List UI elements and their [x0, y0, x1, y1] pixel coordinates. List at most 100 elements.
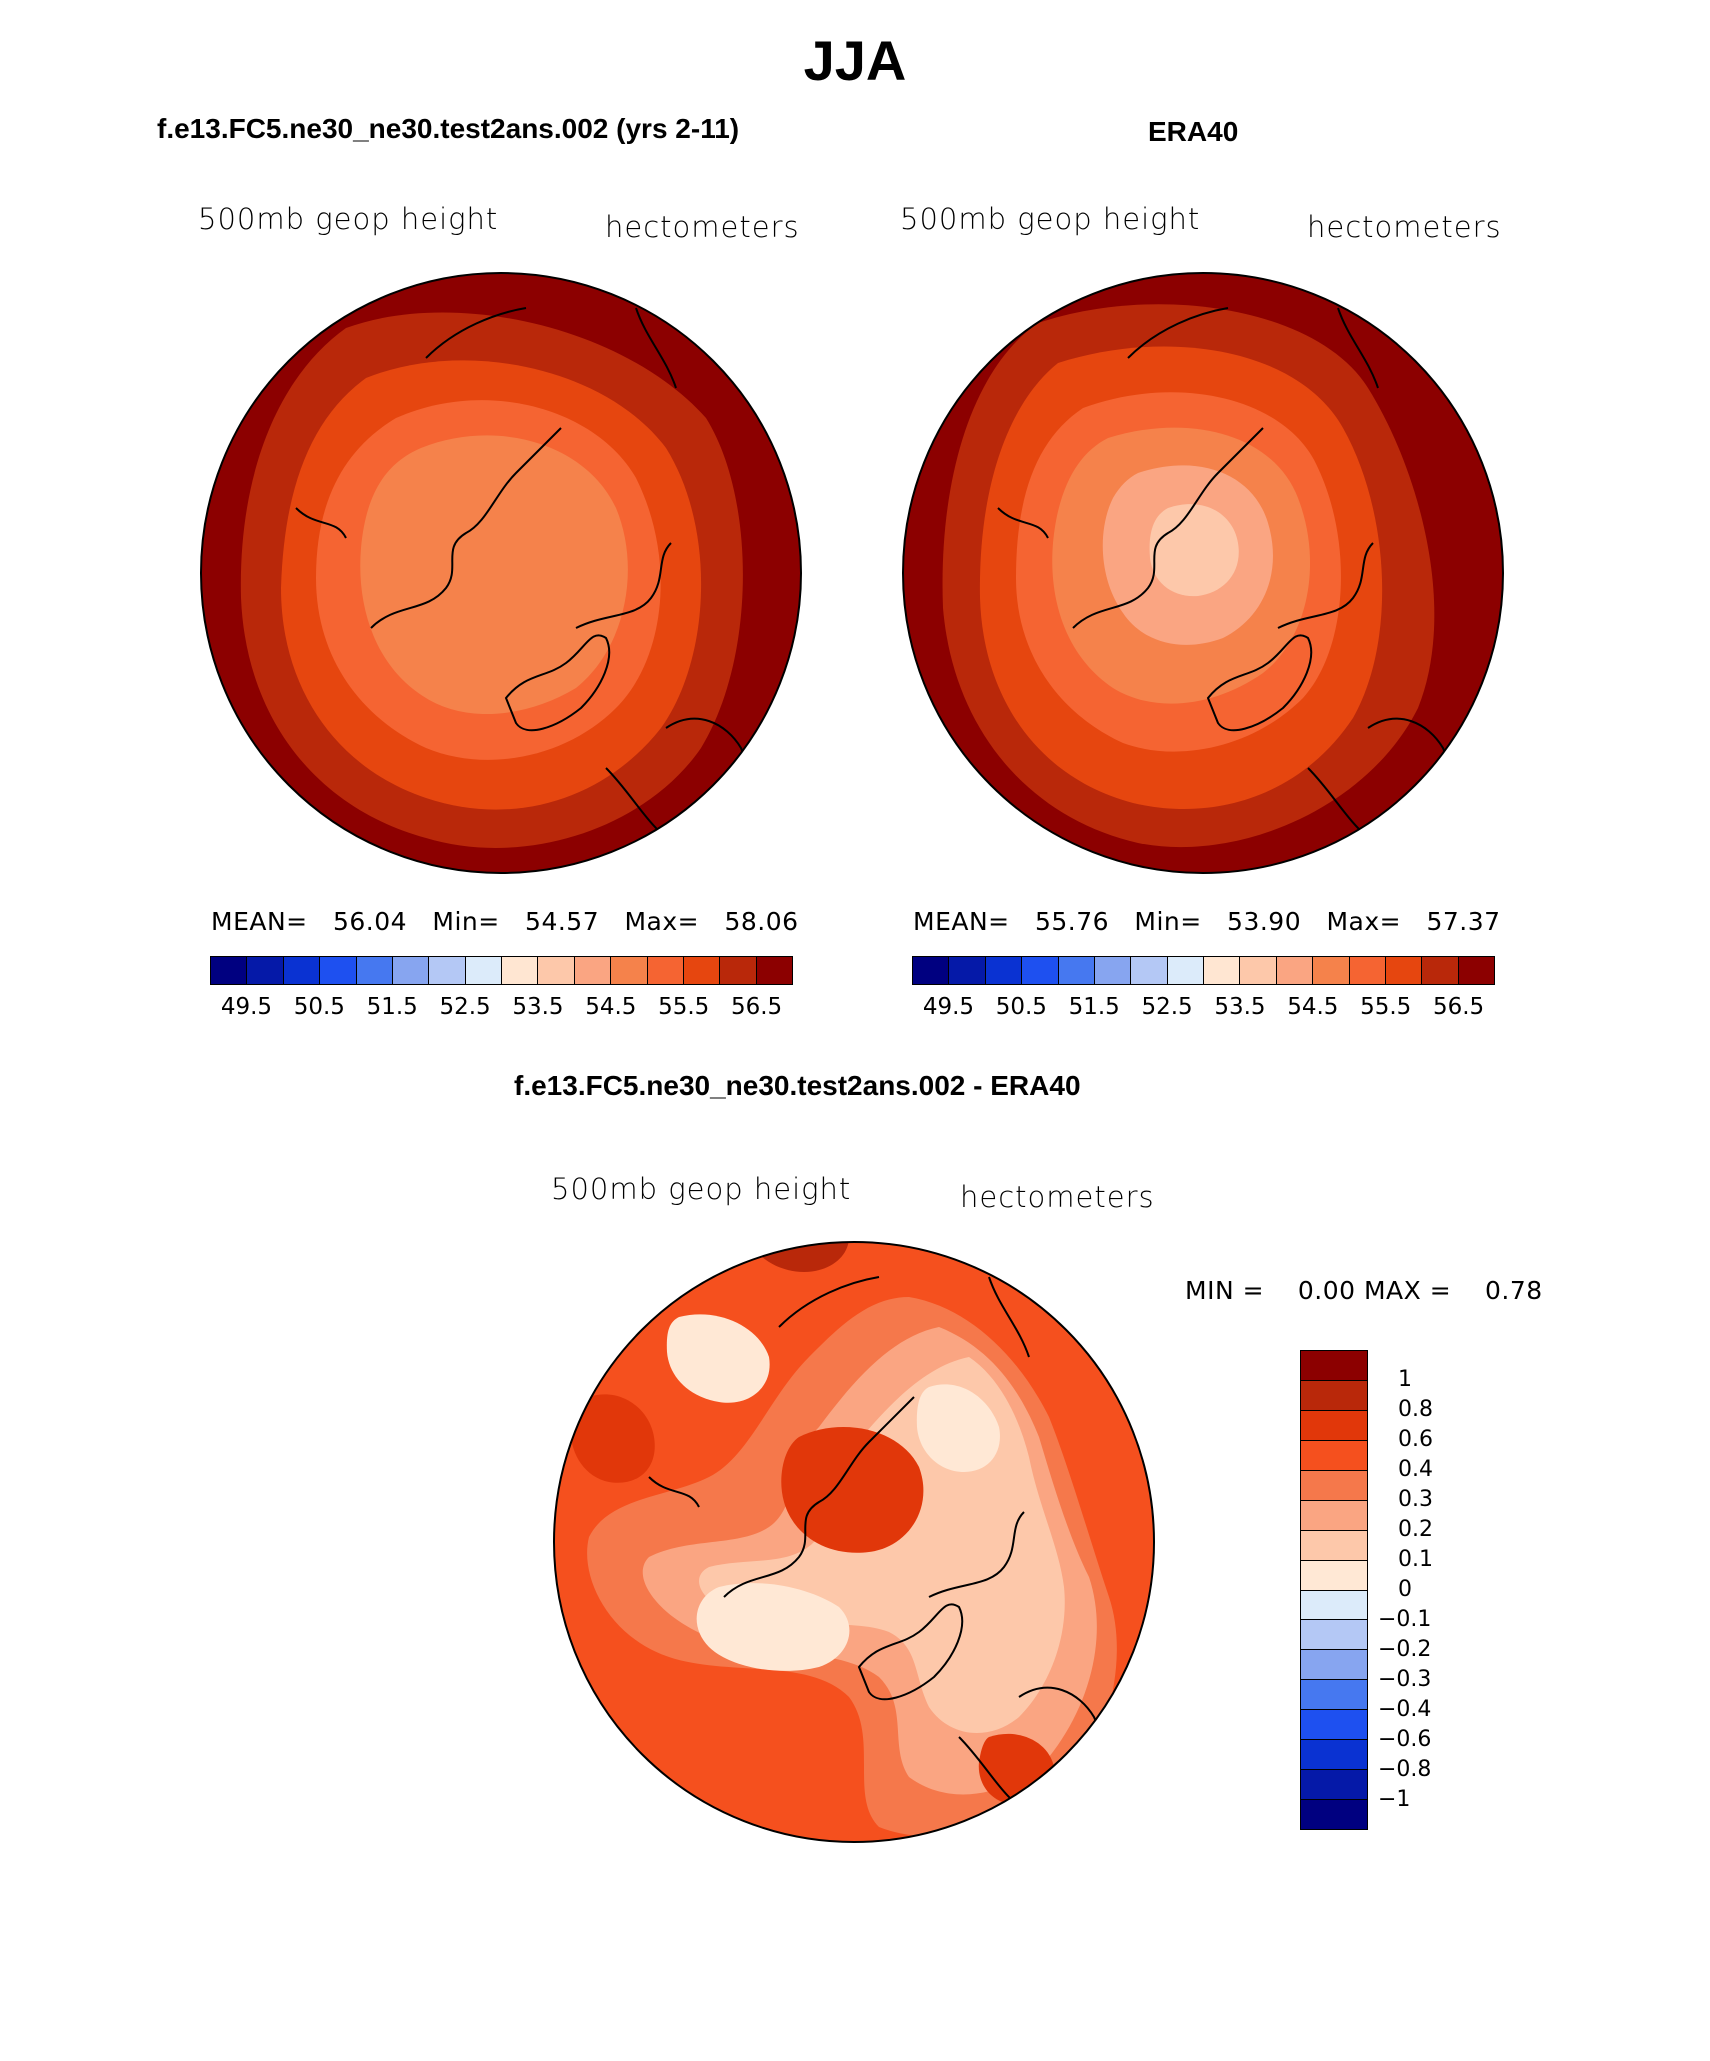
colorbar-tick-label: 49.5 — [922, 994, 975, 1020]
panel-title-model: f.e13.FC5.ne30_ne30.test2ans.002 (yrs 2-… — [157, 113, 740, 144]
colorbar-swatch — [1301, 1500, 1367, 1531]
colorbar-difference — [1300, 1350, 1368, 1830]
colorbar-tick-label: −0.8 — [1378, 1757, 1432, 1782]
colorbar-swatch — [1240, 957, 1277, 984]
colorbar-swatch — [1022, 957, 1059, 984]
panel-title-era40: ERA40 — [1148, 116, 1239, 147]
colorbar-tick-label: 50.5 — [293, 994, 345, 1020]
colorbar-swatch — [465, 957, 502, 984]
colorbar-tick-label: 0.3 — [1398, 1487, 1433, 1512]
figure-title: JJA — [803, 29, 907, 92]
colorbar-swatch — [913, 957, 950, 984]
colorbar-swatch — [356, 957, 393, 984]
colorbar-tick-label: 51.5 — [366, 994, 418, 1020]
colorbar-swatch — [1167, 957, 1204, 984]
colorbar-swatch — [1301, 1470, 1367, 1501]
colorbar-swatch — [949, 957, 986, 984]
colorbar-swatch — [1349, 957, 1386, 984]
colorbar-tick-label: 0.8 — [1398, 1397, 1433, 1422]
colorbar-swatch — [1301, 1440, 1367, 1471]
colorbar-era40 — [912, 956, 1495, 985]
colorbar-tick-label: −0.6 — [1378, 1727, 1432, 1752]
coastline — [778, 1276, 1030, 1358]
colorbar-tick-label: 50.5 — [995, 994, 1047, 1020]
coastline — [1127, 307, 1379, 389]
colorbar-swatch — [683, 957, 721, 984]
colorbar-tick-label: 53.5 — [512, 994, 564, 1020]
colorbar-swatch — [502, 957, 539, 984]
colorbar-tick-label: −0.4 — [1378, 1697, 1432, 1722]
colorbar-swatch — [574, 957, 612, 984]
colorbar-swatch — [1301, 1680, 1367, 1711]
variable-label-era40: 500mb geop height — [900, 202, 1201, 236]
colorbar-swatch — [985, 957, 1023, 984]
colorbar-tick-label: −0.1 — [1378, 1607, 1432, 1632]
colorbar-swatch — [1301, 1710, 1367, 1741]
colorbar-tick-label: 0.2 — [1398, 1517, 1433, 1542]
colorbar-model — [210, 956, 793, 985]
colorbar-tick-label: −0.2 — [1378, 1637, 1432, 1662]
colorbar-swatch — [611, 957, 648, 984]
contour-band — [1149, 504, 1239, 597]
colorbar-tick-label: 0.6 — [1398, 1427, 1433, 1452]
colorbar-swatch — [211, 957, 248, 984]
colorbar-tick-label: −1 — [1378, 1787, 1411, 1812]
colorbar-tick-label: −0.3 — [1378, 1667, 1432, 1692]
colorbar-swatch — [1458, 957, 1494, 984]
panel-title-difference: f.e13.FC5.ne30_ne30.test2ans.002 - ERA40 — [514, 1070, 1081, 1101]
colorbar-swatch — [1301, 1650, 1367, 1681]
colorbar-swatch — [1301, 1351, 1367, 1381]
colorbar-swatch — [1131, 957, 1168, 984]
stats-era40: MEAN= 55.76 Min= 53.90 Max= 57.37 — [913, 907, 1501, 936]
stats-model: MEAN= 56.04 Min= 54.57 Max= 58.06 — [211, 907, 799, 936]
colorbar-tick-label: 54.5 — [585, 994, 637, 1020]
colorbar-tick-label: 55.5 — [658, 994, 710, 1020]
variable-label-model: 500mb geop height — [198, 202, 499, 236]
coastline — [723, 1396, 915, 1598]
colorbar-tick-label: 0.1 — [1398, 1547, 1433, 1572]
colorbar-swatch — [1301, 1380, 1367, 1411]
colorbar-swatch — [320, 957, 357, 984]
contour-band — [781, 1427, 924, 1553]
colorbar-tick-label: 0 — [1398, 1577, 1412, 1602]
colorbar-swatch — [1204, 957, 1241, 984]
colorbar-swatch — [1094, 957, 1132, 984]
colorbar-swatch — [1385, 957, 1423, 984]
coastline — [1072, 427, 1264, 629]
colorbar-swatch — [1301, 1410, 1367, 1441]
polar-map-era40 — [902, 272, 1504, 874]
colorbar-swatch — [1058, 957, 1095, 984]
colorbar-tick-label: 52.5 — [1141, 994, 1193, 1020]
contour-band — [916, 1384, 1000, 1472]
coastline — [997, 507, 1049, 539]
coastline — [425, 307, 677, 389]
colorbar-swatch — [1301, 1800, 1367, 1829]
colorbar-swatch — [247, 957, 284, 984]
colorbar-swatch — [756, 957, 792, 984]
colorbar-tick-label: 49.5 — [220, 994, 273, 1020]
colorbar-tick-label: 56.5 — [1432, 994, 1485, 1020]
colorbar-tick-label: 0.4 — [1398, 1457, 1433, 1482]
colorbar-swatch — [720, 957, 757, 984]
coastline — [928, 1511, 1025, 1598]
variable-label-difference: 500mb geop height — [551, 1172, 852, 1206]
colorbar-swatch — [1301, 1530, 1367, 1561]
units-label-era40: hectometers — [1307, 210, 1502, 244]
polar-map-model — [200, 272, 802, 874]
colorbar-tick-label: 1 — [1398, 1367, 1412, 1392]
colorbar-swatch — [647, 957, 684, 984]
stats-difference: MIN = 0.00 MAX = 0.78 — [1185, 1276, 1543, 1305]
colorbar-swatch — [1301, 1740, 1367, 1771]
coastline — [575, 542, 672, 629]
units-label-difference: hectometers — [960, 1180, 1155, 1214]
coastline — [1206, 634, 1313, 732]
colorbar-swatch — [1301, 1770, 1367, 1801]
colorbar-swatch — [429, 957, 466, 984]
coastline — [648, 1476, 700, 1508]
colorbar-swatch — [1422, 957, 1459, 984]
contour-band — [666, 1314, 770, 1403]
colorbar-swatch — [1301, 1590, 1367, 1621]
colorbar-tick-label: 51.5 — [1068, 994, 1120, 1020]
colorbar-swatch — [283, 957, 321, 984]
coastline — [504, 634, 611, 732]
